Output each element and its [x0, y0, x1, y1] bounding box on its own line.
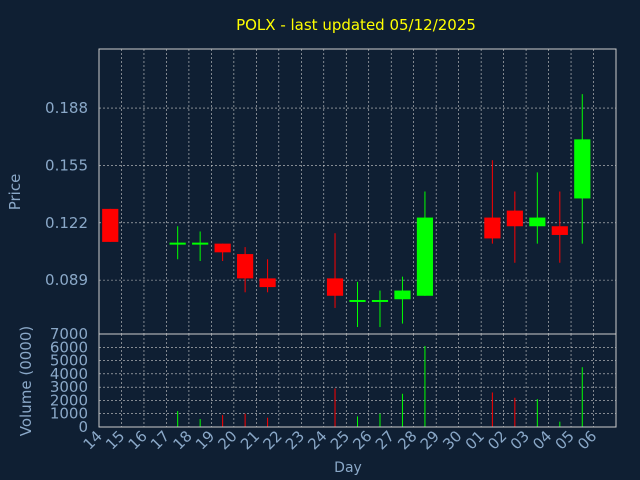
candle-body — [574, 139, 591, 199]
candle-14 — [102, 208, 119, 242]
candle-21 — [259, 259, 276, 293]
candle-17 — [169, 226, 186, 260]
candle-body — [484, 217, 501, 239]
candle-19 — [214, 243, 231, 262]
candle-26 — [371, 290, 389, 328]
candle-body — [394, 290, 411, 300]
candle-body — [551, 226, 568, 235]
candle-body — [259, 278, 276, 288]
price-tick-label: 0.188 — [45, 99, 88, 117]
candle-body — [529, 217, 546, 227]
price-tick-label: 0.089 — [45, 271, 88, 289]
candle-24 — [326, 233, 344, 308]
candle-body — [102, 208, 119, 242]
x-tick-labels: 1415161718192021222324252627282930010203… — [80, 427, 601, 453]
candle-body — [506, 210, 523, 227]
candle-body — [416, 217, 434, 296]
volume-tick-label: 1000 — [50, 405, 88, 423]
candle-body — [326, 278, 344, 296]
candle-body — [214, 243, 231, 253]
candle-28 — [416, 191, 434, 296]
price-axis-label: Price — [6, 174, 24, 211]
candle-25 — [349, 281, 366, 328]
candle-body — [237, 254, 254, 279]
volume-tick-label: 4000 — [50, 365, 88, 383]
volume-tick-label: 7000 — [50, 325, 88, 343]
volume-tick-label: 0 — [78, 418, 88, 436]
volume-tick-label: 3000 — [50, 378, 88, 396]
candle-27 — [394, 276, 411, 324]
price-tick-label: 0.155 — [45, 156, 88, 174]
price-panel: 0.089 0.122 0.155 0.188 — [45, 48, 617, 335]
candle-04 — [551, 191, 568, 263]
volume-axis-label: Volume (0000) — [17, 326, 35, 436]
volume-tick-label: 5000 — [50, 352, 88, 370]
candle-20 — [237, 247, 254, 293]
price-tick-label: 0.122 — [45, 214, 88, 232]
candle-01 — [484, 160, 501, 244]
chart-title: POLX - last updated 05/12/2025 — [236, 16, 476, 34]
candle-18 — [192, 231, 209, 262]
candle-body — [192, 242, 209, 245]
candle-body — [349, 299, 366, 302]
candle-body — [371, 299, 389, 302]
x-tick-label: 06 — [574, 427, 600, 453]
volume-tick-label: 2000 — [50, 391, 88, 409]
volume-tick-label: 6000 — [50, 338, 88, 356]
x-axis-label: Day — [334, 460, 362, 476]
candle-02 — [506, 191, 523, 263]
volume-frame — [98, 333, 617, 428]
candle-05 — [574, 94, 591, 244]
candle-body — [169, 242, 186, 245]
candle-03 — [529, 172, 546, 244]
